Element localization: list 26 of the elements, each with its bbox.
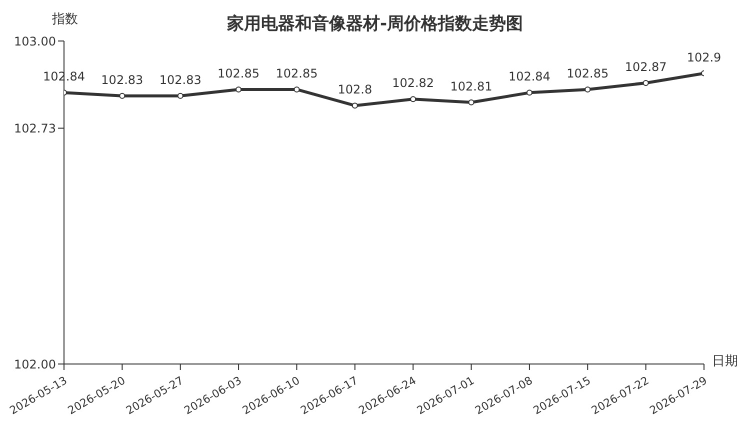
data-label: 102.87 <box>624 60 667 74</box>
data-label: 102.85 <box>218 66 260 80</box>
data-label: 102.9 <box>686 50 722 64</box>
point <box>642 80 649 86</box>
data-label: 102.84 <box>508 70 550 84</box>
y-axis-title: 指数 <box>52 11 78 28</box>
data-label: 102.85 <box>276 66 318 80</box>
point <box>410 96 416 102</box>
y-tick-label: 103.00 <box>14 34 56 48</box>
x-axis-title: 日期 <box>712 353 738 370</box>
point <box>584 86 591 92</box>
point <box>526 90 532 96</box>
y-tick-label: 102.73 <box>14 121 56 136</box>
point <box>119 92 126 99</box>
chart-title: 家用电器和音像器材-周价格指数走势图 <box>226 14 524 34</box>
data-label: 102.85 <box>566 66 609 80</box>
point <box>177 92 184 99</box>
data-label: 102.81 <box>450 79 492 94</box>
point <box>468 99 474 106</box>
data-label: 102.83 <box>159 72 202 87</box>
point <box>352 102 358 109</box>
data-label: 102.82 <box>392 76 434 90</box>
data-label: 102.8 <box>338 82 372 97</box>
y-tick-label: 102.00 <box>14 357 56 372</box>
data-label: 102.83 <box>101 72 144 87</box>
point <box>294 86 300 92</box>
